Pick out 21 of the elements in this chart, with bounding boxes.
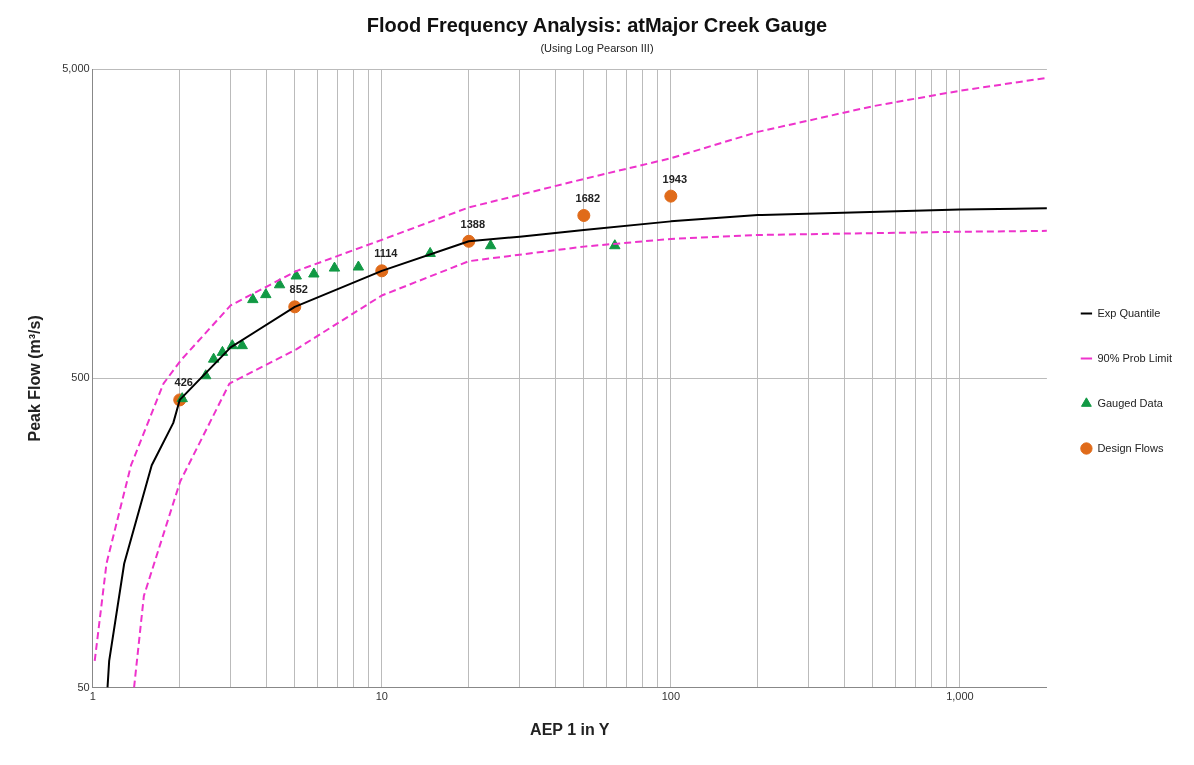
y-tick-label: 50 xyxy=(77,680,90,693)
x-tick-label: 10 xyxy=(375,690,388,703)
x-tick-label: 100 xyxy=(661,690,681,703)
data-label: 426 xyxy=(174,376,193,389)
chart-title: Flood Frequency Analysis: atMajor Creek Gauge xyxy=(366,13,828,36)
data-label: 852 xyxy=(289,283,308,296)
data-label: 1388 xyxy=(460,217,486,230)
legend-label: Exp Quantile xyxy=(1097,306,1161,319)
y-tick-label: 5,000 xyxy=(62,62,90,75)
chart-subtitle: (Using Log Pearson III) xyxy=(540,41,654,54)
data-label: 1114 xyxy=(374,247,399,260)
y-axis-title: Peak Flow (m³/s) xyxy=(26,315,44,442)
x-tick-label: 1 xyxy=(89,690,96,703)
data-label: 1682 xyxy=(575,192,601,205)
legend-label: 90% Prob Limit xyxy=(1097,351,1173,364)
data-label: 1943 xyxy=(662,172,688,185)
legend-label: Gauged Data xyxy=(1097,396,1164,409)
y-tick-label: 500 xyxy=(71,371,90,384)
legend-label: Design Flows xyxy=(1097,441,1164,454)
x-axis-title: AEP 1 in Y xyxy=(530,720,610,738)
x-tick-label: 1,000 xyxy=(946,690,974,703)
